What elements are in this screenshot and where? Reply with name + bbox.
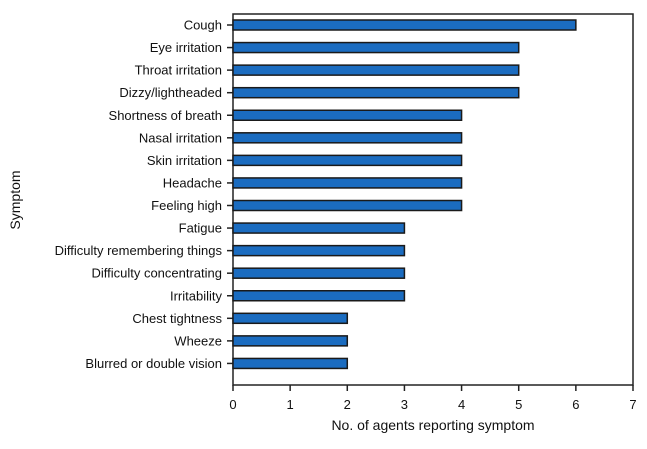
y-tick-label: Dizzy/lightheaded	[119, 85, 222, 100]
y-tick-label: Skin irritation	[147, 153, 222, 168]
y-tick-label: Chest tightness	[132, 311, 222, 326]
bar	[232, 222, 406, 234]
y-tick-label: Nasal irritation	[139, 130, 222, 145]
y-tick-label: Fatigue	[179, 221, 222, 236]
x-tick-label: 4	[458, 397, 465, 412]
bar	[232, 177, 463, 189]
bar	[232, 86, 520, 99]
y-tick-label: Feeling high	[151, 198, 222, 213]
y-tick-label: Blurred or double vision	[85, 356, 222, 371]
x-tick-label: 0	[229, 397, 236, 412]
x-tick-label: 1	[287, 397, 294, 412]
x-tick-label: 2	[344, 397, 351, 412]
x-tick-label: 6	[572, 397, 579, 412]
y-tick-label: Headache	[163, 175, 222, 190]
bar	[232, 19, 577, 31]
bar	[232, 64, 520, 76]
y-tick-label: Throat irritation	[135, 63, 222, 78]
bar	[232, 267, 406, 279]
y-tick-label: Eye irritation	[150, 40, 222, 55]
bar	[232, 109, 463, 121]
y-tick-label: Shortness of breath	[109, 108, 222, 123]
y-tick-label: Wheeze	[174, 333, 222, 348]
x-tick-label: 5	[515, 397, 522, 412]
bar	[232, 335, 349, 347]
y-tick-label: Cough	[184, 18, 222, 33]
bar	[232, 312, 349, 325]
x-tick-label: 3	[401, 397, 408, 412]
bar	[232, 244, 406, 257]
bar	[232, 154, 463, 167]
y-tick-label: Irritability	[170, 288, 223, 303]
y-tick-label: Difficulty concentrating	[91, 266, 222, 281]
plot-frame	[232, 13, 634, 386]
x-axis-label: No. of agents reporting symptom	[331, 417, 534, 433]
bar	[232, 41, 520, 54]
y-tick-label: Difficulty remembering things	[55, 243, 223, 258]
bar	[232, 290, 406, 302]
bar	[232, 132, 463, 144]
bar	[232, 199, 463, 212]
x-tick-label: 7	[629, 397, 636, 412]
bar	[232, 357, 349, 370]
y-axis-label: Symptom	[7, 170, 23, 229]
